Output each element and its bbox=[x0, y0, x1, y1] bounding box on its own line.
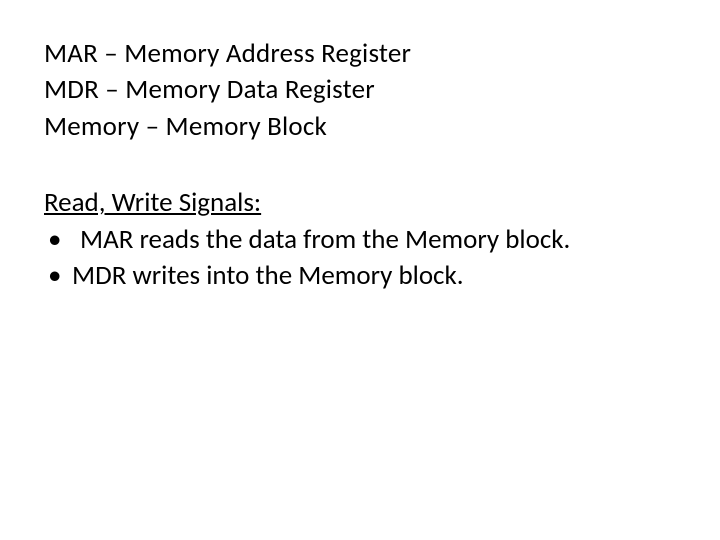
bullet-text: MDR writes into the Memory block. bbox=[72, 259, 464, 292]
definition-mar: MAR – Memory Address Register bbox=[44, 36, 676, 72]
definition-memory: Memory – Memory Block bbox=[44, 109, 676, 145]
list-item: MAR reads the data from the Memory block… bbox=[44, 222, 676, 258]
bullet-list: MAR reads the data from the Memory block… bbox=[44, 222, 676, 295]
definition-mdr: MDR – Memory Data Register bbox=[44, 72, 676, 108]
signals-section: Read, Write Signals: MAR reads the data … bbox=[44, 185, 676, 294]
section-title: Read, Write Signals: bbox=[44, 185, 676, 221]
list-item: MDR writes into the Memory block. bbox=[44, 258, 676, 294]
bullet-text: MAR reads the data from the Memory block… bbox=[80, 223, 570, 256]
definitions-block: MAR – Memory Address Register MDR – Memo… bbox=[44, 36, 676, 145]
